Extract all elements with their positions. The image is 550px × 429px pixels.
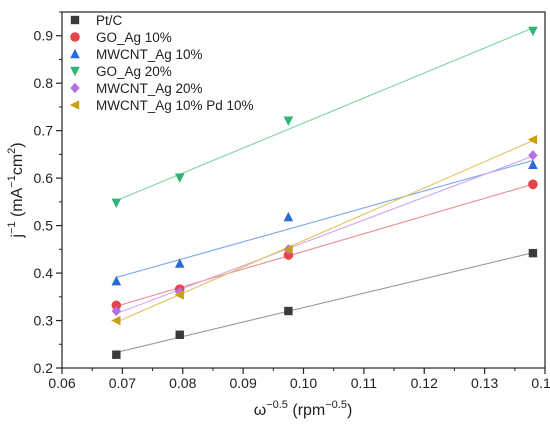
- data-point: [528, 159, 538, 170]
- y-axis-label-base: j: [9, 234, 26, 239]
- fit-line: [116, 155, 534, 315]
- data-point: [528, 26, 538, 37]
- data-point: [528, 150, 538, 161]
- y-tick-label: 0.6: [34, 170, 54, 186]
- data-point: [284, 306, 293, 316]
- legend: Pt/C GO_Ag 10% MWCNT_Ag 10% GO_Ag 20% MWCNT_…: [69, 13, 254, 113]
- x-axis-label-unit-open: (rpm: [288, 402, 325, 419]
- fit-line: [116, 140, 534, 323]
- y-tick-label: 0.7: [34, 123, 54, 139]
- data-point: [528, 248, 538, 258]
- x-axis-label-sup: −0.5: [266, 399, 288, 411]
- legend-label: Pt/C: [96, 13, 123, 28]
- x-tick-label: 0.07: [109, 375, 136, 391]
- legend-label: MWCNT_Ag 20%: [96, 81, 203, 96]
- data-point: [111, 300, 122, 311]
- fit-line: [116, 252, 534, 354]
- x-axis-ticks: 0.06 0.07 0.08 0.09 0.10 0.11 0.12 0.13 0.14: [48, 368, 550, 391]
- data-point: [528, 179, 538, 190]
- x-tick-label: 0.13: [471, 375, 498, 391]
- data-point: [111, 198, 122, 209]
- data-markers: [111, 26, 538, 359]
- y-tick-label: 0.9: [34, 28, 54, 44]
- data-point: [174, 290, 184, 300]
- x-tick-label: 0.08: [169, 375, 196, 391]
- data-point: [175, 330, 184, 339]
- x-tick-label: 0.12: [411, 375, 438, 391]
- y-axis-label: j−1 (mA−1cm2): [6, 142, 26, 238]
- data-point: [283, 211, 294, 222]
- y-tick-label: 0.5: [34, 218, 54, 234]
- fit-line: [116, 159, 534, 278]
- legend-marker: [70, 66, 80, 77]
- data-point: [283, 116, 294, 126]
- y-axis-label-sup2: −1: [6, 175, 18, 188]
- data-point: [527, 134, 538, 145]
- y-axis-label-close: ): [9, 142, 26, 147]
- x-tick-label: 0.09: [230, 375, 257, 391]
- data-point: [111, 305, 122, 317]
- x-axis-label: ω−0.5 (rpm−0.5): [254, 399, 353, 419]
- x-tick-label: 0.06: [48, 375, 75, 391]
- x-axis-label-unit-close: ): [347, 402, 352, 419]
- x-tick-label: 0.10: [290, 375, 317, 391]
- legend-label: MWCNT_Ag 10%: [96, 47, 203, 62]
- data-point: [111, 315, 121, 326]
- fit-line: [116, 183, 534, 307]
- legend-label: GO_Ag 20%: [96, 64, 172, 79]
- y-tick-label: 0.8: [34, 75, 54, 91]
- x-axis-label-unit-sup: −0.5: [325, 399, 347, 411]
- y-axis-label-sup3: 2: [6, 148, 18, 154]
- data-point: [111, 275, 122, 286]
- data-point: [174, 258, 185, 268]
- x-axis-label-base: ω: [254, 402, 267, 419]
- legend-label: GO_Ag 10%: [96, 30, 172, 45]
- y-axis-label-mid: (mA: [9, 187, 26, 221]
- y-axis-ticks: 0.2 0.3 0.4 0.5 0.6 0.7 0.8 0.9: [34, 11, 62, 376]
- legend-label: MWCNT_Ag 10% Pd 10%: [96, 98, 254, 113]
- legend-marker: [70, 82, 80, 94]
- data-point: [283, 244, 293, 255]
- fit-line: [116, 27, 534, 202]
- y-axis-label-sup1: −1: [6, 222, 18, 235]
- fit-lines: [116, 27, 534, 354]
- y-tick-label: 0.2: [34, 360, 54, 376]
- y-axis-label-mid2: cm: [9, 154, 26, 175]
- y-tick-label: 0.3: [34, 313, 54, 329]
- x-tick-label: 0.14: [531, 375, 550, 391]
- x-tick-label: 0.11: [351, 375, 377, 391]
- legend-marker: [70, 15, 80, 25]
- data-point: [112, 350, 121, 359]
- legend-marker: [69, 100, 80, 110]
- data-point: [174, 173, 185, 183]
- legend-marker: [70, 48, 80, 59]
- legend-marker: [70, 32, 80, 42]
- y-tick-label: 0.4: [34, 265, 54, 281]
